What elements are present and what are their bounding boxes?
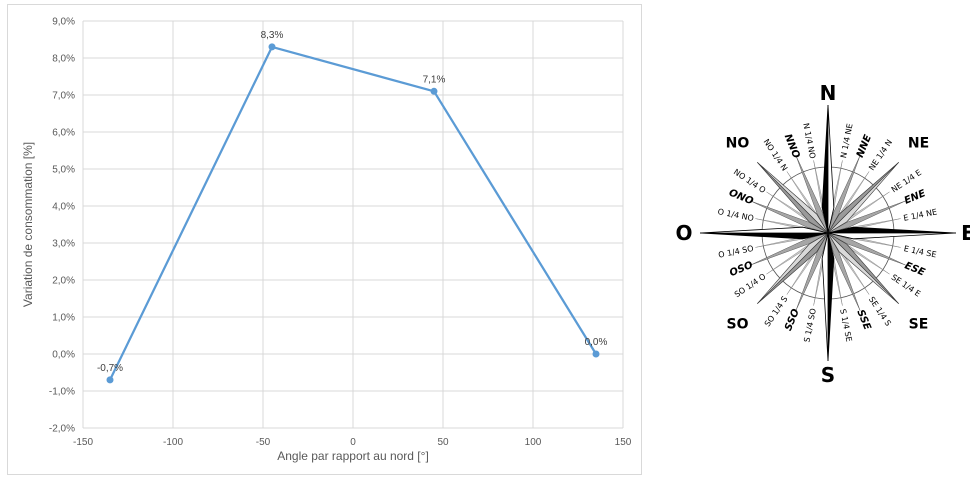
series [106, 43, 600, 384]
compass-intercardinal-point [757, 162, 829, 234]
compass-label-quarter: S 1/4 SO [802, 308, 818, 344]
compass-intercardinal-point [757, 232, 829, 304]
x-tick-label: 100 [525, 437, 542, 448]
y-tick-label: 1,0% [52, 313, 75, 324]
compass-label-quarter: O 1/4 NO [717, 207, 755, 223]
compass-label-secondary: ENE [903, 188, 928, 207]
compass-cardinal-point [699, 226, 829, 234]
compass-label-quarter: N 1/4 NO [801, 122, 817, 159]
compass-label-secondary: NNE [855, 133, 874, 159]
compass-label-s: S [821, 363, 835, 387]
compass-label-quarter: E 1/4 SE [903, 244, 937, 259]
y-tick-label: 7,0% [52, 91, 75, 102]
compass-label-secondary: NNO [782, 133, 802, 161]
compass-label-secondary: SSE [854, 308, 872, 332]
data-labels: -0,7% 8,3% 7,1% 0,0% [97, 30, 608, 374]
compass-label-quarter: S 1/4 SE [838, 308, 853, 342]
compass-label-secondary: SSO [783, 307, 802, 333]
y-axis-title: Variation de consommation [%] [21, 142, 35, 307]
data-label: -0,7% [97, 363, 123, 374]
compass-label-quarter: O 1/4 SO [718, 244, 755, 260]
compass-label-intercardinal: SO [726, 317, 748, 333]
x-tick-label: -100 [163, 437, 183, 448]
data-point [268, 43, 276, 51]
compass-label-secondary: OSO [728, 260, 755, 280]
tick-labels: -2,0% -1,0% 0,0% 1,0% 2,0% 3,0% 4,0% 5,0% 6,0% 7,… [49, 17, 632, 449]
data-point [430, 87, 438, 95]
y-tick-label: -2,0% [49, 424, 75, 435]
compass-cardinal-point [827, 232, 957, 240]
compass-label-intercardinal: NO [726, 135, 750, 151]
compass-label-intercardinal: NE [908, 135, 929, 151]
x-tick-label: 150 [615, 437, 632, 448]
compass-label-o: O [675, 221, 692, 245]
y-tick-label: 4,0% [52, 202, 75, 213]
x-tick-label: 0 [350, 437, 356, 448]
data-label: 7,1% [423, 74, 446, 85]
y-tick-label: 9,0% [52, 17, 75, 28]
compass-cardinal-point [827, 104, 835, 234]
y-tick-label: 5,0% [52, 165, 75, 176]
x-axis-title: Angle par rapport au nord [°] [277, 449, 429, 463]
x-tick-label: -150 [73, 437, 93, 448]
data-point [592, 350, 600, 358]
y-tick-label: 8,0% [52, 54, 75, 65]
x-tick-label: -50 [256, 437, 271, 448]
compass-intercardinal-point [827, 162, 899, 234]
data-label: 8,3% [261, 30, 284, 41]
y-tick-label: -1,0% [49, 387, 75, 398]
y-tick-label: 2,0% [52, 276, 75, 287]
compass-label-n: N [820, 81, 837, 105]
y-tick-label: 3,0% [52, 239, 75, 250]
chart-frame: -2,0% -1,0% 0,0% 1,0% 2,0% 3,0% 4,0% 5,0% 6,0% 7,… [7, 4, 642, 475]
x-tick-label: 50 [437, 437, 449, 448]
compass-intercardinal-point [827, 232, 899, 304]
y-tick-label: 0,0% [52, 350, 75, 361]
compass-label-secondary: ESE [903, 260, 927, 278]
compass-label-quarter: SE 1/4 E [890, 273, 923, 299]
series-line [108, 45, 597, 381]
compass-label-secondary: ONO [727, 188, 755, 208]
y-tick-label: 6,0% [52, 128, 75, 139]
compass-label-intercardinal: SE [909, 317, 929, 333]
compass-cardinal-point [821, 232, 829, 362]
data-label: 0,0% [585, 337, 608, 348]
grid [82, 20, 624, 429]
compass-label-quarter: N 1/4 NE [839, 123, 855, 159]
data-point [106, 376, 114, 384]
compass-label-quarter: E 1/4 NE [903, 207, 938, 222]
compass-label-e: E [961, 221, 970, 245]
line-chart: -2,0% -1,0% 0,0% 1,0% 2,0% 3,0% 4,0% 5,0% 6,0% 7,… [21, 17, 632, 464]
